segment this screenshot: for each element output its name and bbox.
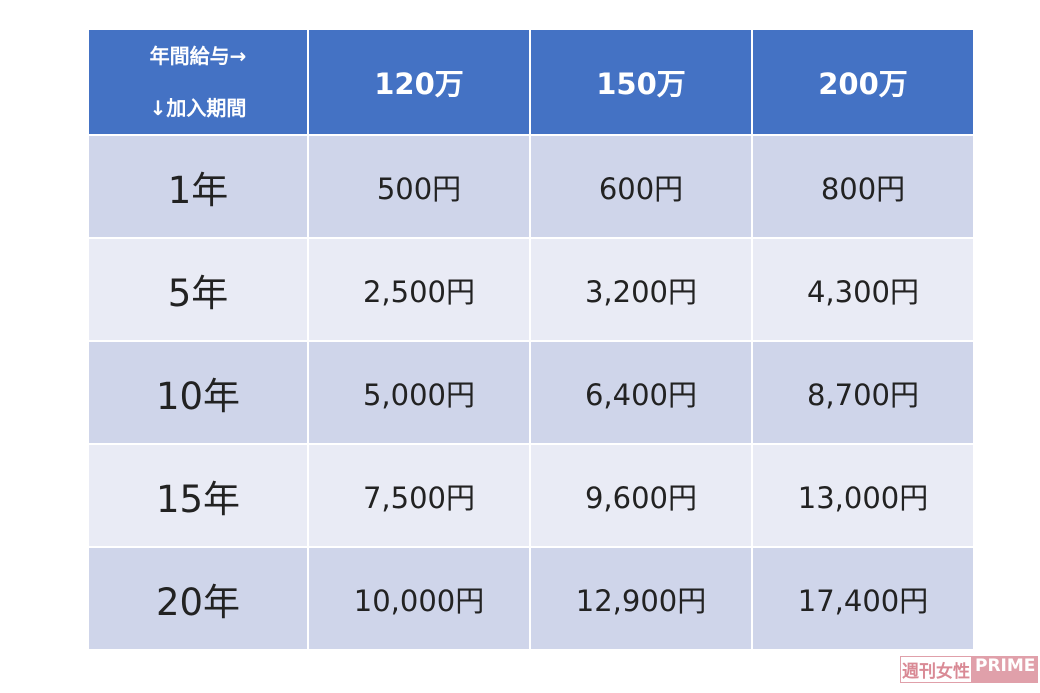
column-header: 120万 xyxy=(307,28,531,136)
header-row: 年間給与→ ↓加入期間 120万 150万 200万 xyxy=(87,28,975,136)
data-table: 年間給与→ ↓加入期間 120万 150万 200万 1年 500円 600円 800… xyxy=(87,28,975,651)
table-cell: 9,600円 xyxy=(529,443,753,548)
row-header: 10年 xyxy=(87,340,309,445)
column-header: 150万 xyxy=(529,28,753,136)
table-row: 20年 10,000円 12,900円 17,400円 xyxy=(87,546,975,651)
row-header: 1年 xyxy=(87,134,309,239)
table-row: 15年 7,500円 9,600円 13,000円 xyxy=(87,443,975,548)
watermark-en: PRIME xyxy=(972,656,1039,683)
table-row: 1年 500円 600円 800円 xyxy=(87,134,975,239)
column-header: 200万 xyxy=(751,28,975,136)
table-cell: 600円 xyxy=(529,134,753,239)
table-cell: 7,500円 xyxy=(307,443,531,548)
corner-header: 年間給与→ ↓加入期間 xyxy=(87,28,309,136)
table-cell: 13,000円 xyxy=(751,443,975,548)
table-cell: 12,900円 xyxy=(529,546,753,651)
watermark-logo: 週刊女性 PRIME xyxy=(900,656,1039,683)
row-header: 20年 xyxy=(87,546,309,651)
row-header: 5年 xyxy=(87,237,309,342)
table-cell: 2,500円 xyxy=(307,237,531,342)
table-row: 5年 2,500円 3,200円 4,300円 xyxy=(87,237,975,342)
table-cell: 17,400円 xyxy=(751,546,975,651)
corner-bottom-label: ↓加入期間 xyxy=(149,96,247,120)
watermark-jp: 週刊女性 xyxy=(900,656,972,683)
row-header: 15年 xyxy=(87,443,309,548)
table-cell: 8,700円 xyxy=(751,340,975,445)
corner-top-label: 年間給与→ xyxy=(149,44,247,68)
table-cell: 3,200円 xyxy=(529,237,753,342)
table-cell: 800円 xyxy=(751,134,975,239)
table-cell: 5,000円 xyxy=(307,340,531,445)
table-cell: 500円 xyxy=(307,134,531,239)
table-cell: 4,300円 xyxy=(751,237,975,342)
table-cell: 6,400円 xyxy=(529,340,753,445)
table-row: 10年 5,000円 6,400円 8,700円 xyxy=(87,340,975,445)
table-cell: 10,000円 xyxy=(307,546,531,651)
